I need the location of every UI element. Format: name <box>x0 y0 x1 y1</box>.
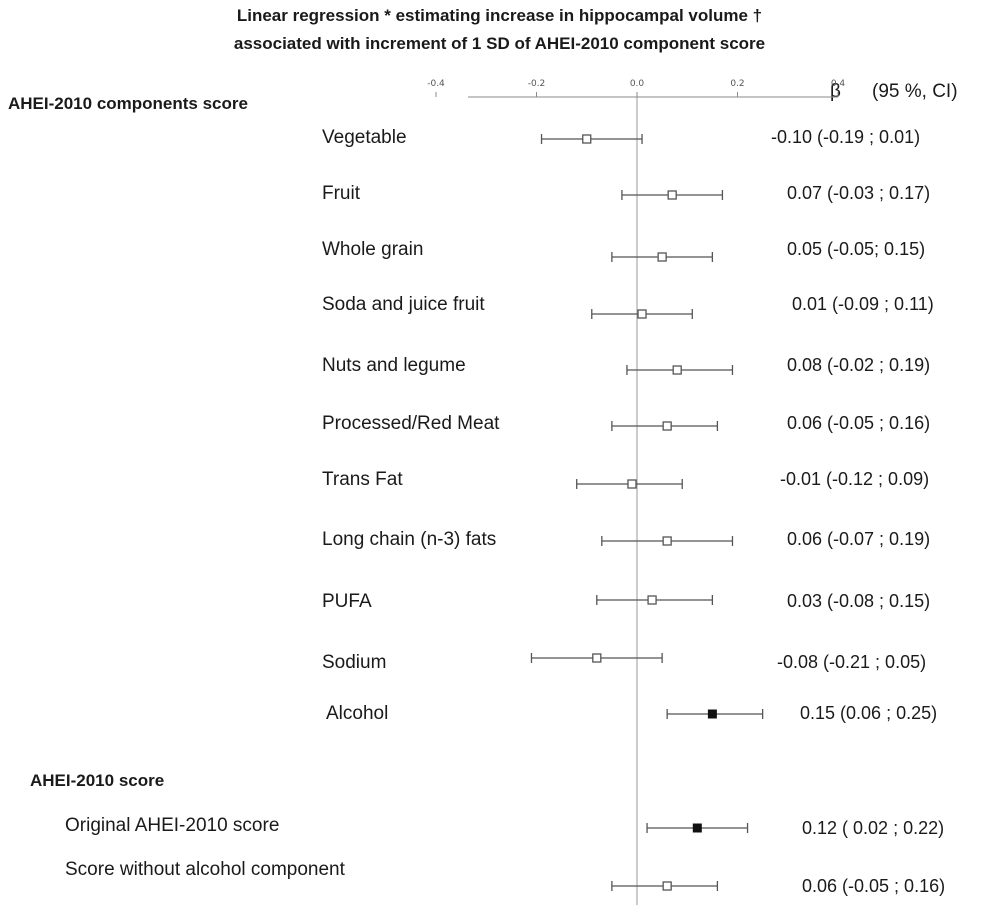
point-estimate-open <box>582 134 592 144</box>
row-label: Trans Fat <box>322 469 403 490</box>
point-estimate-open <box>657 252 667 262</box>
point-estimate-open <box>662 421 672 431</box>
section-header-components: AHEI-2010 components score <box>8 94 248 113</box>
row-label: Sodium <box>322 652 387 673</box>
point-estimate-open <box>667 190 677 200</box>
x-tick-label: 0.0 <box>630 79 645 89</box>
point-estimate-filled <box>707 709 717 719</box>
chart-title-line-1: Linear regression * estimating increase … <box>236 6 763 25</box>
point-estimate-open <box>637 309 647 319</box>
chart-title-line-2: associated with increment of 1 SD of AHE… <box>233 34 766 53</box>
beta-column-header: β <box>830 81 841 102</box>
row-estimate: 0.03 (-0.08 ; 0.15) <box>787 591 931 611</box>
row-estimate: 0.08 (-0.02 ; 0.19) <box>787 355 931 375</box>
point-estimate-open <box>647 595 657 605</box>
row-estimate: 0.12 ( 0.02 ; 0.22) <box>802 818 945 838</box>
row-estimate: 0.06 (-0.05 ; 0.16) <box>787 413 931 433</box>
row-estimate: -0.10 (-0.19 ; 0.01) <box>771 127 921 147</box>
row-label: Processed/Red Meat <box>322 413 500 434</box>
row-label: Whole grain <box>322 239 424 260</box>
row-label: Score without alcohol component <box>65 859 345 880</box>
row-estimate: 0.06 (-0.05 ; 0.16) <box>802 876 946 896</box>
x-tick-label: -0.4 <box>427 79 445 89</box>
row-estimate: -0.01 (-0.12 ; 0.09) <box>780 469 930 489</box>
row-label: Original AHEI-2010 score <box>65 815 280 836</box>
row-estimate: 0.07 (-0.03 ; 0.17) <box>787 183 931 203</box>
section-header-score: AHEI-2010 score <box>30 771 165 790</box>
row-estimate: 0.06 (-0.07 ; 0.19) <box>787 529 931 549</box>
point-estimate-open <box>662 881 672 891</box>
row-estimate: 0.05 (-0.05; 0.15) <box>787 239 926 259</box>
row-label: Long chain (n-3) fats <box>322 529 497 550</box>
x-tick-label: -0.2 <box>528 79 546 89</box>
row-label: Soda and juice fruit <box>322 294 485 315</box>
point-estimate-open <box>592 653 602 663</box>
row-label: Fruit <box>322 183 360 204</box>
row-estimate: 0.15 (0.06 ; 0.25) <box>800 703 938 723</box>
point-estimate-open <box>627 479 637 489</box>
point-estimate-filled <box>692 823 702 833</box>
point-estimate-open <box>672 365 682 375</box>
row-label: Nuts and legume <box>322 355 466 376</box>
row-estimate: 0.01 (-0.09 ; 0.11) <box>792 294 934 314</box>
x-tick-label: 0.2 <box>730 79 744 89</box>
x-tick-label: 0.4 <box>831 79 846 89</box>
ci-column-header: (95 %, CI) <box>872 81 958 102</box>
row-estimate: -0.08 (-0.21 ; 0.05) <box>777 652 927 672</box>
point-estimate-open <box>662 536 672 546</box>
row-label: Alcohol <box>326 703 389 724</box>
row-label: Vegetable <box>322 127 407 148</box>
row-label: PUFA <box>322 591 372 612</box>
